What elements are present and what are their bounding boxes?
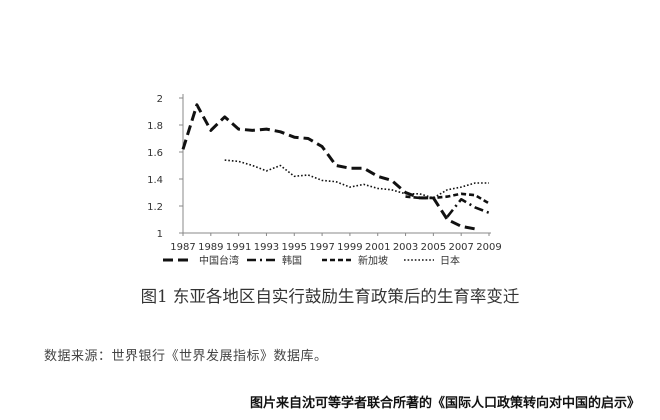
image-credit: 图片来自沈可等学者联合所著的《国际人口政策转向对中国的启示》: [249, 396, 640, 411]
y-tick-label: 1: [157, 229, 163, 240]
x-tick-label: 1999: [337, 242, 362, 253]
legend-label: 韩国: [282, 254, 302, 267]
x-tick-label: 1987: [170, 242, 195, 253]
axes: 1 1.2 1.4 1.6 1.8 2 1987 1989 1991 1993 1995 1997 19…: [147, 94, 502, 253]
series-line-3: [224, 159, 489, 199]
y-tick-label: 1.2: [147, 202, 163, 213]
x-tick-label: 2001: [365, 242, 390, 253]
y-tick-label: 1.6: [147, 148, 163, 159]
x-tick-label: 1991: [226, 242, 251, 253]
x-tick-label: 2009: [476, 242, 501, 253]
legend-label: 新加坡: [358, 254, 388, 267]
figure-caption: 图1 东亚各地区自实行鼓励生育政策后的生育率变迁: [140, 287, 520, 306]
y-tick-label: 1.4: [147, 175, 163, 186]
fertility-line-chart: 1 1.2 1.4 1.6 1.8 2 1987 1989 1991 1993 1995 1997 19…: [147, 94, 502, 267]
series-line-2: [405, 192, 490, 205]
x-tick-label: 1989: [198, 242, 223, 253]
x-tick-label: 2007: [448, 242, 473, 253]
series-line-0: [181, 103, 476, 231]
x-tick-label: 1993: [254, 242, 279, 253]
legend-label: 日本: [440, 254, 460, 267]
legend: 中国台湾 韩国 新加坡 日本: [163, 254, 460, 267]
y-tick-label: 1.8: [147, 121, 163, 132]
data-source-note: 数据来源：世界银行《世界发展指标》数据库。: [44, 349, 328, 364]
y-tick-label: 2: [157, 94, 163, 105]
series-line-1: [446, 198, 490, 218]
series-lines: [181, 103, 490, 231]
x-tick-label: 1997: [309, 242, 334, 253]
x-tick-label: 2005: [421, 242, 446, 253]
x-tick-label: 2003: [393, 242, 418, 253]
legend-label: 中国台湾: [199, 254, 239, 267]
x-tick-label: 1995: [282, 242, 307, 253]
